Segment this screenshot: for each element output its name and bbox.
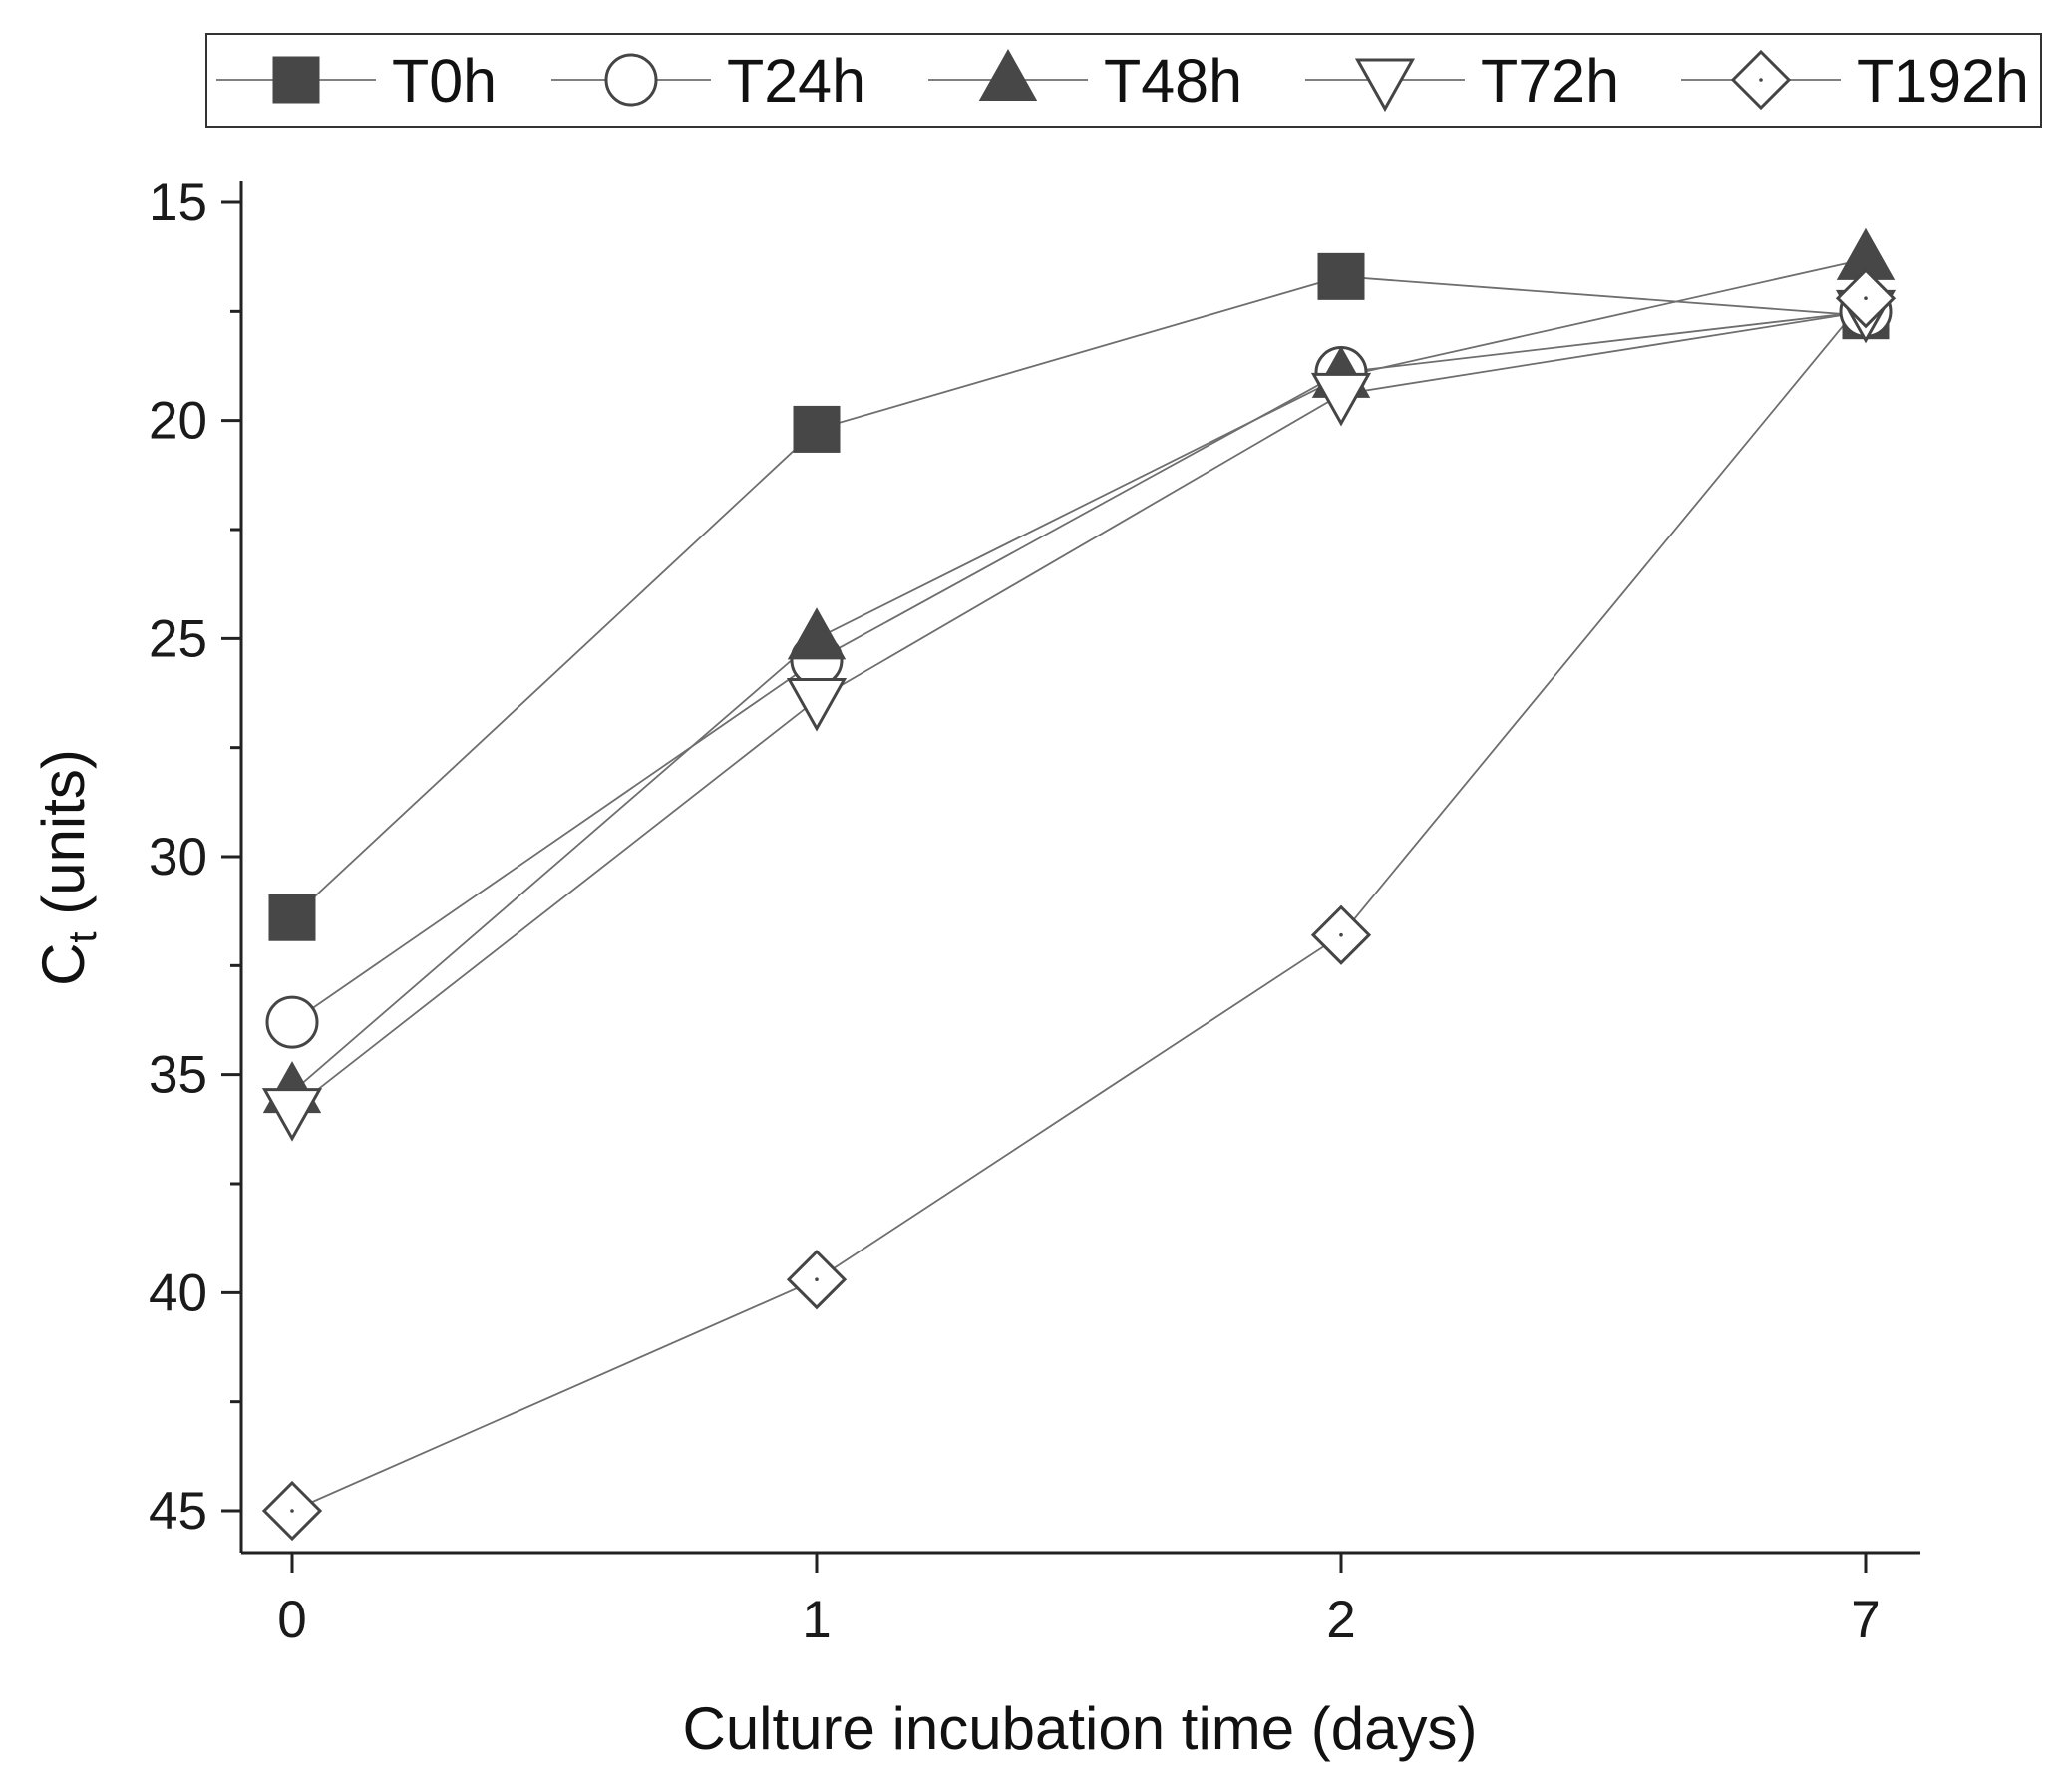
diamond-marker-dot (815, 1277, 819, 1282)
diamond-marker-dot (1339, 932, 1343, 937)
y-axis-title-main: C (30, 943, 97, 986)
marker-t72h-0 (261, 1088, 323, 1142)
series-line-t48h (291, 257, 1867, 1093)
legend-item-t0h: T0h (216, 47, 497, 115)
legend-marker-t48h (978, 48, 1038, 101)
x-tick-label: 2 (1326, 1591, 1355, 1649)
y-tick-label: 40 (149, 1263, 207, 1322)
y-tick-label: 15 (149, 174, 207, 232)
y-tick-label: 30 (149, 828, 207, 887)
marker-t0h-1 (793, 405, 841, 453)
x-tick-label: 7 (1851, 1591, 1880, 1649)
legend-item-t192h: T192h (1681, 47, 2029, 115)
diamond-marker-dot (1864, 296, 1868, 301)
series-line-t192h (291, 297, 1867, 1512)
legend-marker-t0h (272, 56, 320, 104)
legend-label-t72h: T72h (1481, 47, 1619, 115)
x-axis-title: Culture incubation time (days) (682, 1695, 1477, 1762)
series-line-t72h (291, 310, 1867, 1111)
marker-t192h-0 (261, 1480, 323, 1542)
x-tick-label: 0 (277, 1591, 306, 1649)
legend-label-t192h: T192h (1857, 47, 2029, 115)
series-line-t24h (291, 310, 1867, 1023)
legend-marker-t72h (1354, 58, 1416, 113)
y-axis-title-subscript: t (61, 931, 105, 942)
y-tick-label: 45 (149, 1482, 207, 1541)
marker-t72h-1 (786, 678, 848, 732)
series-lines (291, 257, 1867, 1512)
series-markers (261, 227, 1897, 1542)
x-tick-label: 1 (802, 1591, 831, 1649)
y-tick-label: 20 (149, 392, 207, 451)
axes: 15 20 25 30 35 40 45 0 1 2 7 (149, 174, 1920, 1649)
marker-t48h-1 (787, 607, 847, 660)
marker-t0h-0 (268, 894, 316, 941)
legend-item-t48h: T48h (928, 47, 1242, 115)
y-axis-title: Ct (units) (30, 749, 105, 986)
series-line-t0h (291, 275, 1867, 918)
y-tick-label: 25 (149, 609, 207, 668)
legend-marker-t24h (604, 53, 658, 107)
diamond-marker-dot (1759, 78, 1763, 82)
marker-t0h-2 (1317, 252, 1365, 300)
marker-t24h-0 (265, 995, 319, 1049)
legend-item-t24h: T24h (551, 47, 865, 115)
y-tick-label: 35 (149, 1046, 207, 1105)
diamond-marker-dot (290, 1509, 294, 1513)
legend-label-t24h: T24h (727, 47, 865, 115)
y-axis-title-rest: (units) (30, 749, 97, 931)
legend-label-t48h: T48h (1104, 47, 1242, 115)
marker-t192h-2 (1310, 904, 1372, 965)
legend-label-t0h: T0h (392, 47, 497, 115)
legend-item-t72h: T72h (1305, 47, 1619, 115)
marker-t192h-7 (1835, 268, 1897, 329)
legend-marker-t192h (1730, 49, 1792, 111)
legend: T0h T24h T48h T72h T192h (205, 33, 2042, 128)
marker-t192h-1 (786, 1250, 848, 1310)
marker-t72h-2 (1310, 372, 1372, 427)
